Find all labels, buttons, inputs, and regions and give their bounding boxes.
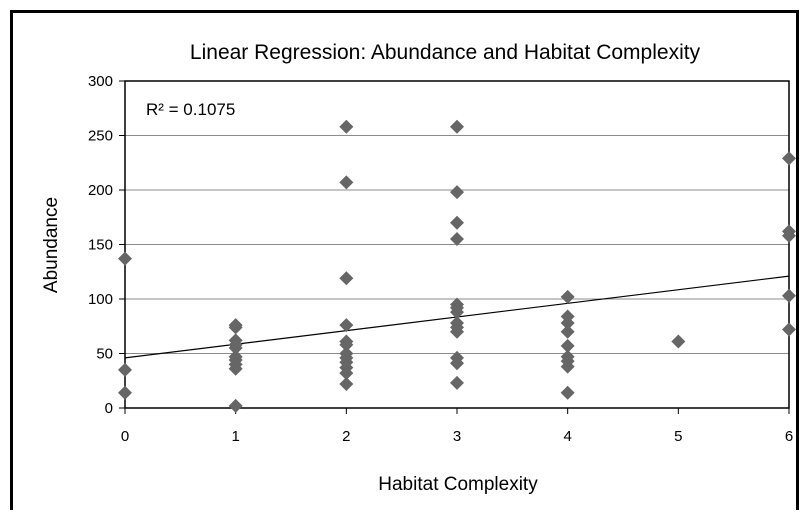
data-point xyxy=(450,185,464,200)
data-point xyxy=(118,362,132,377)
data-point xyxy=(339,175,354,190)
data-point xyxy=(228,341,243,356)
data-point xyxy=(560,324,575,339)
data-point xyxy=(450,119,464,134)
y-axis-label: Abundance xyxy=(41,197,62,293)
data-point xyxy=(782,322,796,337)
data-point xyxy=(560,289,575,304)
data-point xyxy=(228,320,243,335)
data-point xyxy=(228,361,243,376)
data-point xyxy=(560,385,575,400)
data-point xyxy=(339,377,354,392)
data-point xyxy=(339,271,354,286)
data-point xyxy=(118,385,132,400)
data-point xyxy=(339,318,354,333)
r-squared-annotation: R² = 0.1075 xyxy=(146,100,235,119)
y-tick-label: 250 xyxy=(88,128,113,145)
y-tick-label: 200 xyxy=(88,182,113,199)
axis-ticks: 0 50 100 150 200 250 300 0 1 2 3 4 5 6 xyxy=(88,73,793,445)
x-tick-label: 3 xyxy=(453,428,461,445)
x-tick-label: 5 xyxy=(674,428,682,445)
data-point xyxy=(450,375,464,390)
x-tick-label: 0 xyxy=(121,428,129,445)
data-point xyxy=(450,356,464,371)
y-tick-label: 300 xyxy=(88,73,113,90)
x-tick-label: 1 xyxy=(231,428,239,445)
data-point xyxy=(560,315,575,330)
y-tick-label: 0 xyxy=(105,400,113,417)
data-point xyxy=(450,232,464,247)
data-point xyxy=(560,359,575,374)
data-point xyxy=(671,334,686,349)
x-tick-label: 2 xyxy=(342,428,350,445)
data-point xyxy=(782,288,796,303)
data-point xyxy=(339,337,354,352)
y-tick-label: 100 xyxy=(88,291,113,308)
data-point xyxy=(782,151,796,166)
data-point xyxy=(450,215,464,230)
y-tick-label: 50 xyxy=(96,346,113,363)
data-point xyxy=(560,338,575,353)
data-point xyxy=(450,305,464,320)
chart-title: Linear Regression: Abundance and Habitat… xyxy=(190,41,701,64)
data-point xyxy=(450,324,464,339)
x-tick-label: 4 xyxy=(563,428,571,445)
x-axis-label: Habitat Complexity xyxy=(378,474,538,495)
y-tick-label: 150 xyxy=(88,237,113,254)
data-points xyxy=(118,119,796,413)
data-point xyxy=(228,398,243,413)
data-point xyxy=(339,366,354,381)
x-tick-label: 6 xyxy=(785,428,793,445)
chart-frame xyxy=(10,10,799,510)
data-point xyxy=(118,251,132,266)
data-point xyxy=(339,119,354,134)
data-point xyxy=(782,228,796,243)
